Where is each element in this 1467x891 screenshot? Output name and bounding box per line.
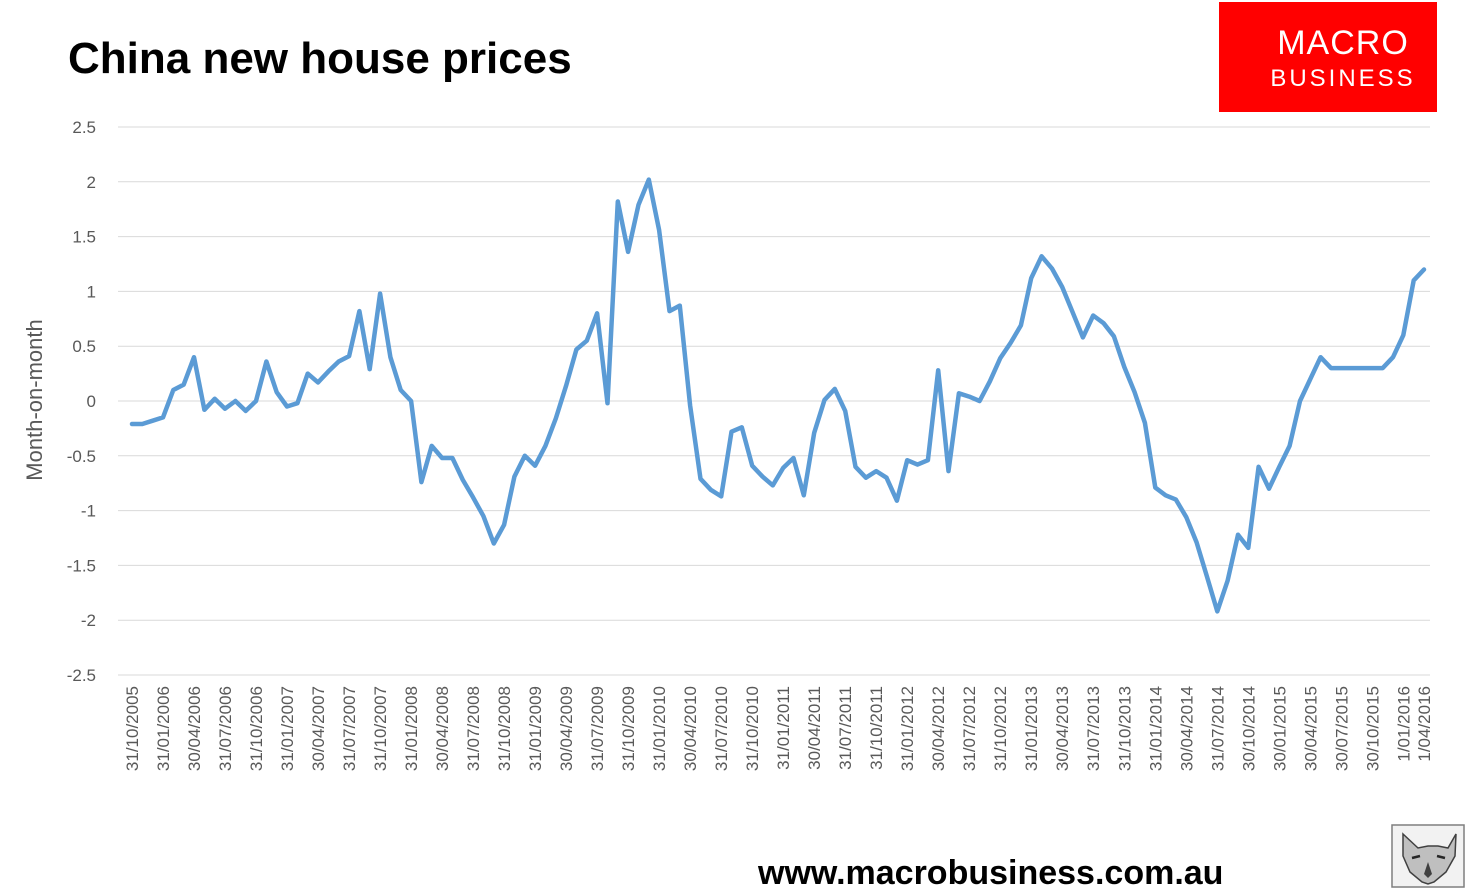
y-gridlines <box>118 126 1430 676</box>
x-tick-label: 31/10/2005 <box>123 686 142 771</box>
y-tick-label: -2 <box>81 611 96 630</box>
x-tick-label: 31/01/2012 <box>898 686 917 771</box>
y-tick-label: -1.5 <box>67 556 96 575</box>
x-tick-label: 31/01/2007 <box>278 686 297 771</box>
x-tick-label: 31/10/2007 <box>371 686 390 771</box>
x-tick-label: 30/10/2014 <box>1239 686 1258 771</box>
x-tick-label: 30/04/2009 <box>557 686 576 771</box>
macro-business-logo: MACRO BUSINESS <box>1219 2 1437 112</box>
series-layer <box>129 177 1427 614</box>
x-tick-labels: 31/10/2005 31/01/2006 30/04/2006 31/07/2006… <box>123 686 1434 771</box>
y-tick-label: 1.5 <box>72 228 96 247</box>
x-tick-label: 31/07/2006 <box>216 686 235 771</box>
logo-text-macro: MACRO <box>1277 24 1409 62</box>
y-tick-label: 2.5 <box>72 118 96 137</box>
x-tick-label: 30/04/2011 <box>805 686 824 770</box>
y-tick-label: 2 <box>87 173 96 192</box>
x-tick-label: 31/10/2011 <box>867 686 886 770</box>
x-tick-label: 30/04/2012 <box>929 686 948 771</box>
x-tick-label: 31/10/2013 <box>1115 686 1134 771</box>
x-tick-label: 31/01/2014 <box>1146 686 1165 771</box>
footer-url: www.macrobusiness.com.au <box>757 854 1223 891</box>
x-tick-label: 30/04/2015 <box>1301 686 1320 771</box>
x-tick-label: 31/07/2009 <box>588 686 607 771</box>
y-tick-label: 0 <box>87 392 96 411</box>
x-tick-label: 31/10/2010 <box>743 686 762 771</box>
series-line <box>129 177 1427 614</box>
chart-title: China new house prices <box>68 34 572 83</box>
x-tick-label: 31/07/2007 <box>340 686 359 771</box>
logo-text-business: BUSINESS <box>1270 65 1415 92</box>
y-axis-label: Month-on-month <box>22 319 47 480</box>
y-tick-label: 1 <box>87 282 96 301</box>
x-tick-label: 30/10/2015 <box>1363 686 1382 771</box>
x-tick-label: 31/10/2006 <box>247 686 266 771</box>
x-tick-label: 1/01/2016 <box>1394 686 1413 762</box>
x-tick-label: 30/04/2007 <box>309 686 328 771</box>
x-tick-label: 30/01/2015 <box>1270 686 1289 771</box>
x-tick-label: 31/07/2013 <box>1084 686 1103 771</box>
x-tick-label: 31/10/2008 <box>495 686 514 771</box>
x-tick-label: 30/07/2015 <box>1332 686 1351 771</box>
x-tick-label: 31/10/2012 <box>991 686 1010 771</box>
y-tick-label: -0.5 <box>67 447 96 466</box>
x-tick-label: 30/04/2014 <box>1177 686 1196 771</box>
x-tick-label: 31/07/2011 <box>836 686 855 770</box>
x-tick-label: 31/01/2008 <box>402 686 421 771</box>
x-tick-label: 31/07/2012 <box>960 686 979 771</box>
y-tick-label: -2.5 <box>67 666 96 685</box>
x-tick-label: 31/07/2010 <box>712 686 731 771</box>
x-tick-label: 30/04/2013 <box>1053 686 1072 771</box>
x-tick-label: 30/04/2008 <box>433 686 452 771</box>
x-tick-label: 1/04/2016 <box>1415 686 1434 762</box>
wolf-head-icon <box>1391 824 1465 888</box>
x-tick-label: 31/01/2006 <box>154 686 173 771</box>
x-tick-label: 30/04/2010 <box>681 686 700 771</box>
x-tick-label: 31/01/2013 <box>1022 686 1041 771</box>
x-tick-label: 31/07/2014 <box>1208 686 1227 771</box>
y-tick-labels: 2.5 2 1.5 1 0.5 0 -0.5 -1 -1.5 -2 -2.5 <box>67 118 96 685</box>
x-tick-label: 31/01/2011 <box>774 686 793 770</box>
x-tick-label: 30/04/2006 <box>185 686 204 771</box>
x-tick-label: 31/10/2009 <box>619 686 638 771</box>
x-tick-label: 31/07/2008 <box>464 686 483 771</box>
y-tick-label: 0.5 <box>72 337 96 356</box>
y-tick-label: -1 <box>81 502 96 521</box>
x-tick-label: 31/01/2009 <box>526 686 545 771</box>
x-tick-label: 31/01/2010 <box>650 686 669 771</box>
logo-background <box>1219 2 1437 112</box>
